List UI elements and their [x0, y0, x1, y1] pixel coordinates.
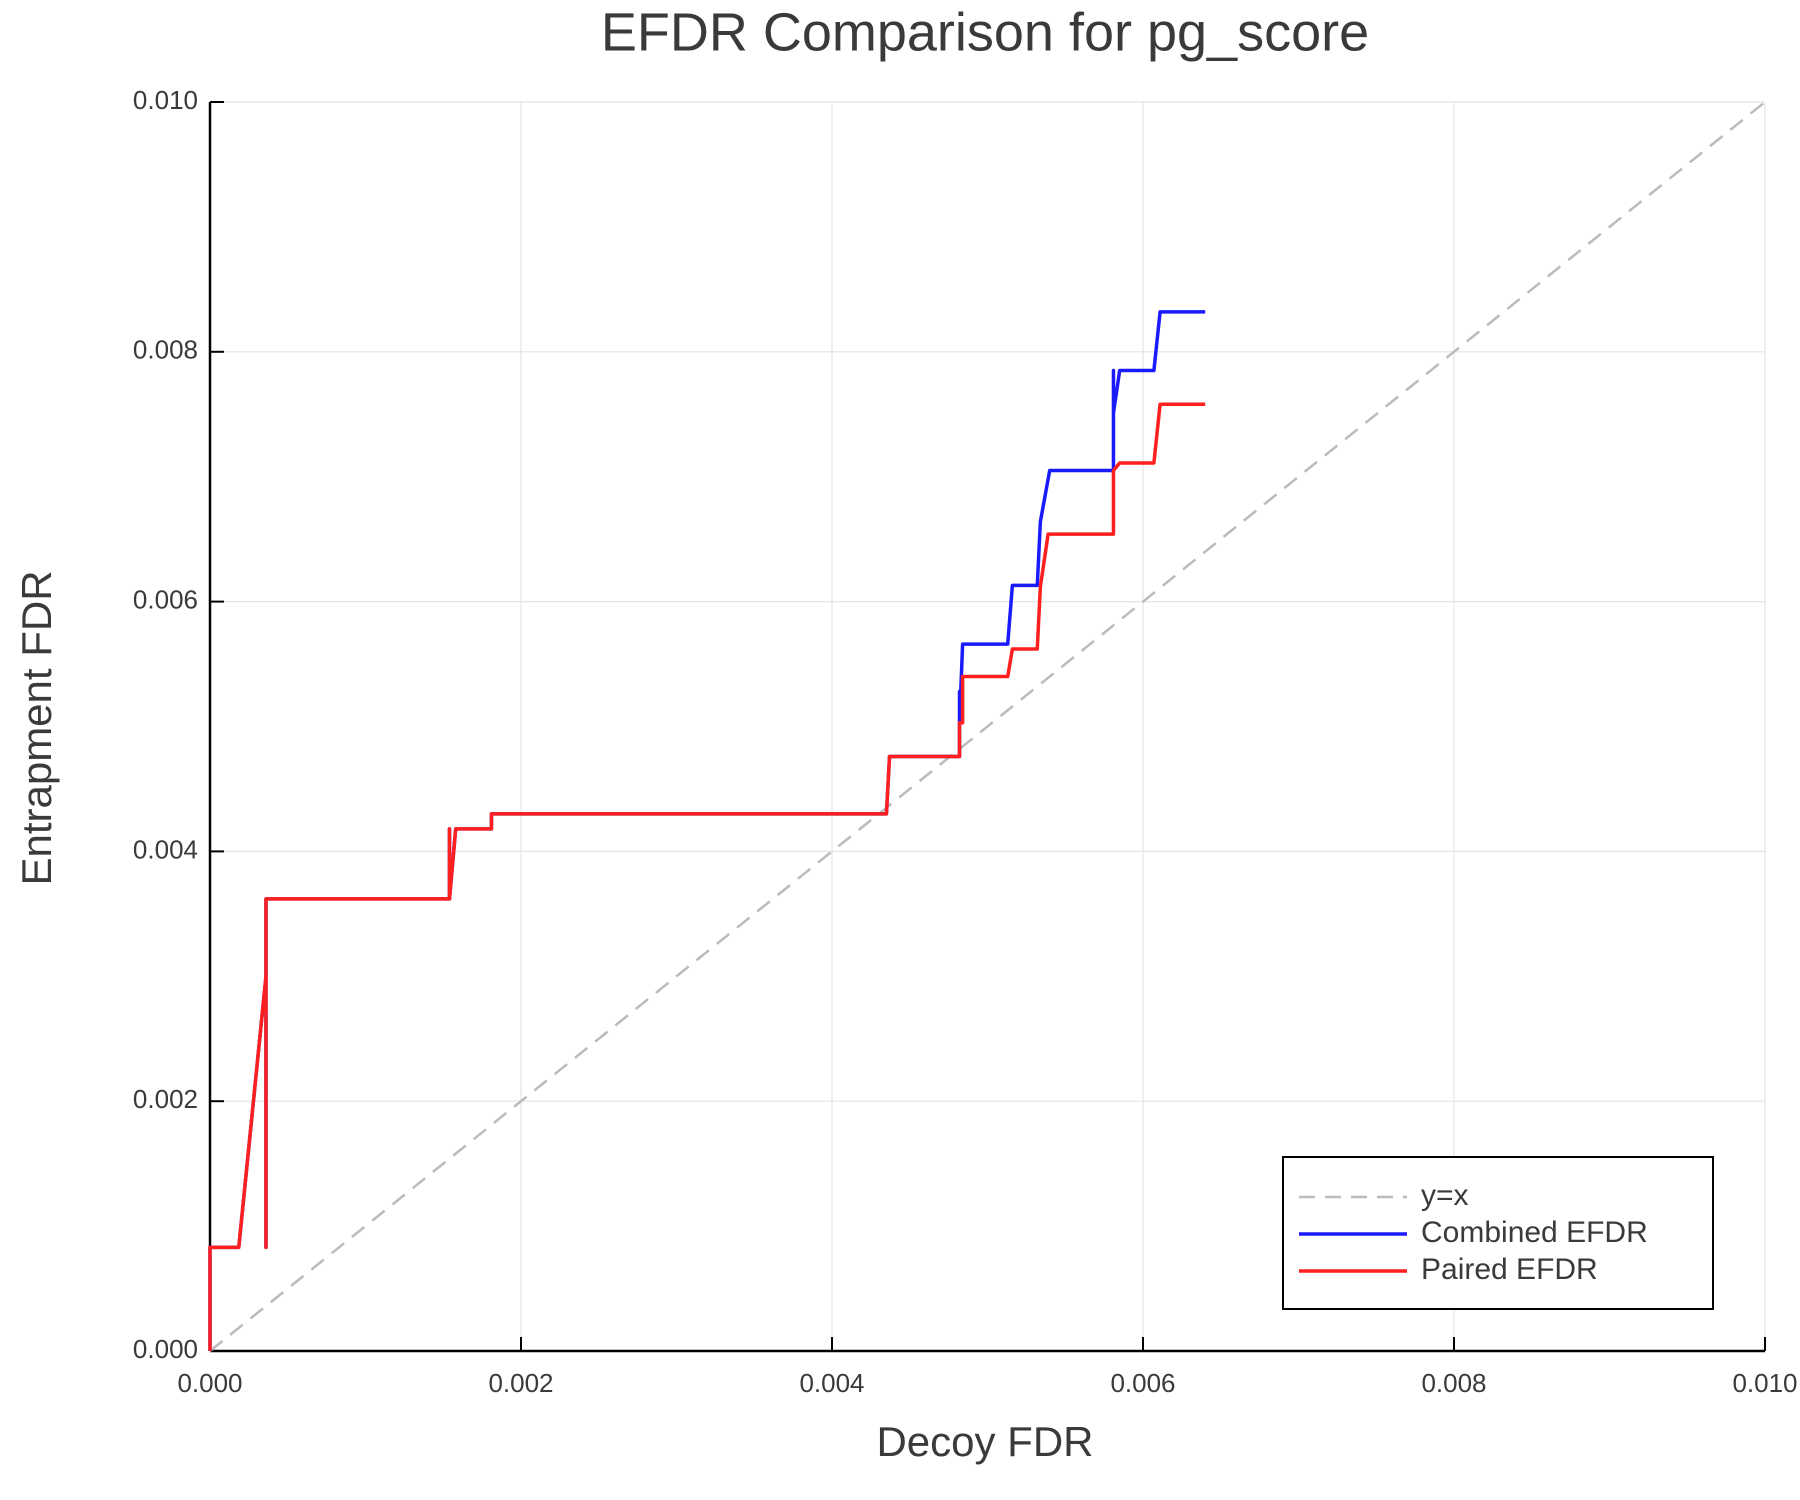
- x-tick-label: 0.008: [1421, 1368, 1486, 1398]
- y-tick-label: 0.002: [133, 1084, 198, 1114]
- series-line: [208, 310, 1206, 1351]
- y-tick-label: 0.006: [133, 584, 198, 614]
- legend: y=x Combined EFDR Paired EFDR: [1282, 1156, 1714, 1310]
- y-tick-label: 0.010: [133, 85, 198, 115]
- x-axis-label: Decoy FDR: [876, 1418, 1093, 1465]
- chart-title: EFDR Comparison for pg_score: [601, 2, 1369, 62]
- y-tick-label: 0.000: [133, 1334, 198, 1364]
- legend-label: Combined EFDR: [1421, 1216, 1648, 1249]
- x-tick-label: 0.010: [1732, 1368, 1797, 1398]
- legend-label: y=x: [1421, 1179, 1469, 1212]
- x-tick-label: 0.000: [177, 1368, 242, 1398]
- y-tick-label: 0.008: [133, 335, 198, 365]
- series-line: [209, 101, 1766, 1352]
- y-axis-label: Entrapment FDR: [13, 570, 60, 885]
- x-tick-label: 0.002: [488, 1368, 553, 1398]
- legend-label: Paired EFDR: [1421, 1253, 1598, 1286]
- series-line: [208, 402, 1206, 1351]
- x-tick-label: 0.004: [799, 1368, 864, 1398]
- x-tick-label: 0.006: [1110, 1368, 1175, 1398]
- y-tick-label: 0.004: [133, 834, 198, 864]
